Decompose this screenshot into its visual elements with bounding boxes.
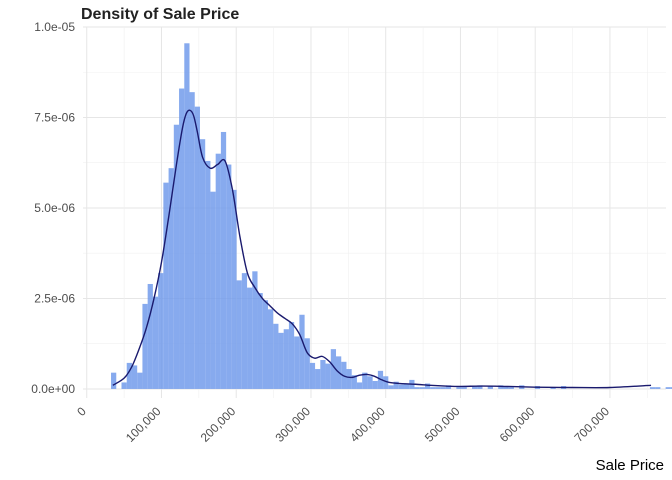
histogram-bar [304, 338, 310, 389]
histogram-bar [199, 139, 206, 389]
histogram-bar [383, 376, 389, 389]
chart-title: Density of Sale Price [81, 6, 239, 23]
histogram-bar [665, 387, 671, 389]
histogram-bar [126, 362, 132, 389]
histogram-bar [550, 387, 556, 389]
histogram-bar [137, 372, 143, 389]
histogram-bar [168, 168, 174, 389]
histogram-bar [372, 380, 378, 389]
histogram-bar [163, 182, 169, 389]
x-tick-label: 600,000 [497, 404, 538, 445]
histogram-bar [252, 271, 258, 389]
histogram-bar [356, 382, 363, 389]
histogram-bar [440, 387, 446, 389]
histogram-bar [131, 365, 138, 389]
histogram-bar [503, 386, 509, 389]
histogram-bar [173, 124, 180, 389]
histogram-bar [158, 273, 164, 389]
histogram-bar [456, 387, 462, 389]
histogram-bar [184, 43, 190, 389]
histogram-bar [226, 164, 232, 389]
histogram-bar [435, 387, 441, 389]
histogram-bar [299, 314, 305, 389]
histogram-bar [231, 189, 237, 389]
histogram-bar [262, 300, 268, 389]
x-tick-label: 100,000 [123, 404, 164, 445]
x-tick-label: 0 [74, 404, 89, 419]
x-tick-label: 500,000 [422, 404, 463, 445]
histogram-bar [179, 88, 185, 389]
histogram-bar [309, 362, 316, 389]
histogram-bar [152, 296, 159, 389]
histogram-bar [430, 387, 436, 389]
histogram-bar [477, 385, 483, 389]
histogram-bar [398, 384, 405, 389]
histogram-bar [278, 332, 284, 389]
histogram-bar [351, 375, 357, 389]
histogram-bar [257, 293, 263, 389]
y-tick-label: 1.0e-05 [34, 20, 75, 34]
x-axis-ticks: 0 100,000 200,000 300,000 400,000 500,000 600,… [74, 404, 612, 445]
histogram-bar [670, 387, 672, 389]
histogram-bar [388, 385, 394, 389]
histogram-bar [267, 309, 274, 389]
histogram-bar [461, 387, 467, 389]
histogram-bar [315, 369, 321, 389]
x-tick-label: 700,000 [571, 404, 612, 445]
histogram-bar [288, 321, 295, 389]
histogram-bar [498, 385, 504, 389]
histogram-bar [215, 153, 221, 389]
histogram-bar [220, 131, 227, 389]
histogram-bar [189, 92, 195, 389]
histogram-bar [424, 383, 431, 389]
histogram-bar [320, 359, 326, 389]
histogram-bar [419, 387, 425, 389]
histogram-bar [247, 287, 253, 389]
histogram-bar [393, 381, 399, 389]
histogram-bar [111, 372, 117, 389]
histogram-bar [147, 283, 153, 389]
histogram-bar [655, 387, 661, 389]
histogram-bar [241, 273, 248, 389]
histogram-bar [472, 386, 478, 389]
y-tick-label: 2.5e-06 [34, 291, 75, 305]
x-tick-label: 400,000 [347, 404, 388, 445]
histogram-bar [283, 329, 289, 389]
density-curve [112, 109, 652, 389]
y-tick-label: 5.0e-06 [34, 201, 75, 215]
histogram-bar [121, 382, 127, 389]
y-tick-label: 7.5e-06 [34, 110, 75, 124]
histogram-bar [325, 363, 331, 389]
histogram-bar [194, 106, 200, 389]
histogram-bar [330, 349, 337, 389]
histogram-bar [404, 383, 410, 389]
x-axis-title: Sale Price [596, 457, 664, 474]
histogram-bar [205, 160, 211, 389]
y-tick-label: 0.0e+00 [31, 382, 75, 396]
histogram-bar [346, 369, 352, 389]
histogram-bar [649, 387, 656, 389]
x-tick-label: 300,000 [273, 404, 314, 445]
histogram-bar [487, 386, 493, 389]
histogram-bars [111, 43, 672, 389]
histogram-bar [508, 387, 514, 389]
histogram-bar [294, 336, 300, 389]
histogram-bar [414, 387, 420, 389]
histogram-bar [362, 372, 368, 389]
histogram-bar [210, 191, 216, 389]
histogram-bar [142, 303, 148, 389]
histogram-bar [445, 385, 452, 389]
x-tick-label: 200,000 [198, 404, 239, 445]
histogram-bar [273, 323, 279, 389]
histogram-bar [236, 280, 242, 389]
y-axis-ticks: 0.0e+00 2.5e-06 5.0e-06 7.5e-06 1.0e-05 [31, 20, 75, 396]
histogram-bar [367, 376, 373, 389]
